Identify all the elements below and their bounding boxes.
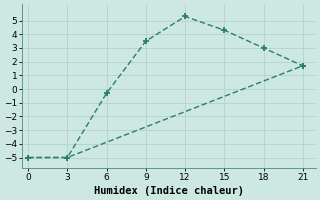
X-axis label: Humidex (Indice chaleur): Humidex (Indice chaleur) [94,186,244,196]
